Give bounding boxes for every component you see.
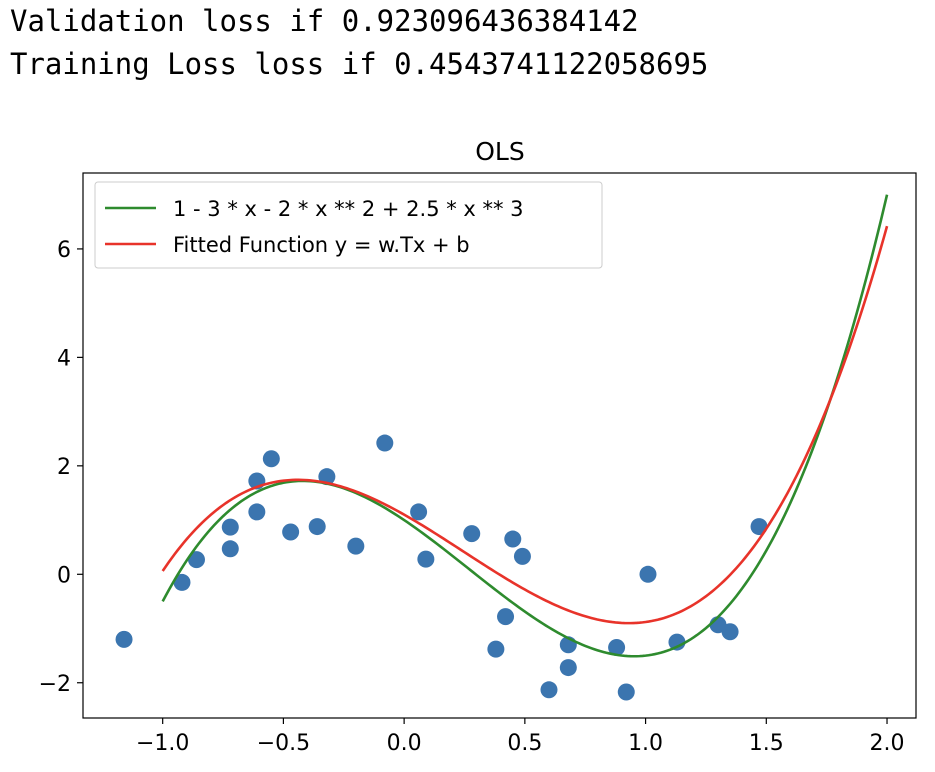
- training-loss-text: Training Loss loss if 0.4543741122058695: [10, 47, 709, 81]
- y-tick-label: 6: [57, 238, 71, 263]
- y-axis: −2 0 2 4 6: [39, 238, 83, 697]
- data-point: [115, 630, 133, 648]
- data-point: [559, 659, 577, 677]
- data-point: [262, 450, 280, 468]
- data-point: [173, 573, 191, 591]
- x-tick-label: −1.0: [136, 731, 189, 756]
- data-point: [721, 623, 739, 641]
- data-point: [376, 434, 394, 452]
- data-point: [308, 518, 326, 536]
- x-tick-label: 0.5: [507, 731, 542, 756]
- legend: 1 - 3 * x - 2 * x ** 2 + 2.5 * x ** 3 Fi…: [94, 181, 603, 269]
- data-point: [608, 639, 626, 657]
- data-point: [504, 530, 522, 548]
- y-tick-label: 2: [57, 455, 71, 480]
- data-point: [282, 523, 300, 541]
- data-point: [617, 683, 635, 701]
- x-tick-label: −0.5: [257, 731, 310, 756]
- data-point: [347, 537, 365, 555]
- y-tick-label: 0: [57, 563, 71, 588]
- data-point: [187, 551, 205, 569]
- plot-area: [115, 194, 889, 701]
- legend-label-fitted-function: Fitted Function y = w.Tx + b: [173, 233, 470, 257]
- data-point: [487, 640, 505, 658]
- data-point: [417, 550, 435, 568]
- data-point: [410, 503, 428, 521]
- data-point: [463, 525, 481, 543]
- fitted-function-line: [161, 225, 889, 625]
- y-tick-label: −2: [39, 672, 71, 697]
- data-point: [513, 547, 531, 565]
- data-point: [668, 633, 686, 651]
- data-point: [221, 518, 239, 536]
- stdout-output: Validation loss if 0.923096436384142 Trai…: [10, 0, 708, 86]
- true-function-line: [161, 194, 889, 658]
- data-point: [248, 503, 266, 521]
- chart-title: OLS: [475, 137, 524, 166]
- data-point: [221, 540, 239, 558]
- x-tick-label: 0.0: [387, 731, 422, 756]
- data-point: [497, 608, 515, 626]
- legend-label-true-function: 1 - 3 * x - 2 * x ** 2 + 2.5 * x ** 3: [173, 197, 524, 221]
- validation-loss-text: Validation loss if 0.923096436384142: [10, 4, 639, 38]
- x-tick-label: 1.0: [628, 731, 663, 756]
- data-point: [540, 681, 558, 699]
- plot-frame: [82, 172, 917, 719]
- legend-box: [94, 181, 603, 269]
- data-point: [639, 565, 657, 583]
- x-tick-label: 2.0: [870, 731, 905, 756]
- x-tick-label: 1.5: [749, 731, 784, 756]
- y-tick-label: 4: [57, 346, 71, 371]
- x-axis: −1.0 −0.5 0.0 0.5 1.0 1.5 2.0: [136, 718, 905, 756]
